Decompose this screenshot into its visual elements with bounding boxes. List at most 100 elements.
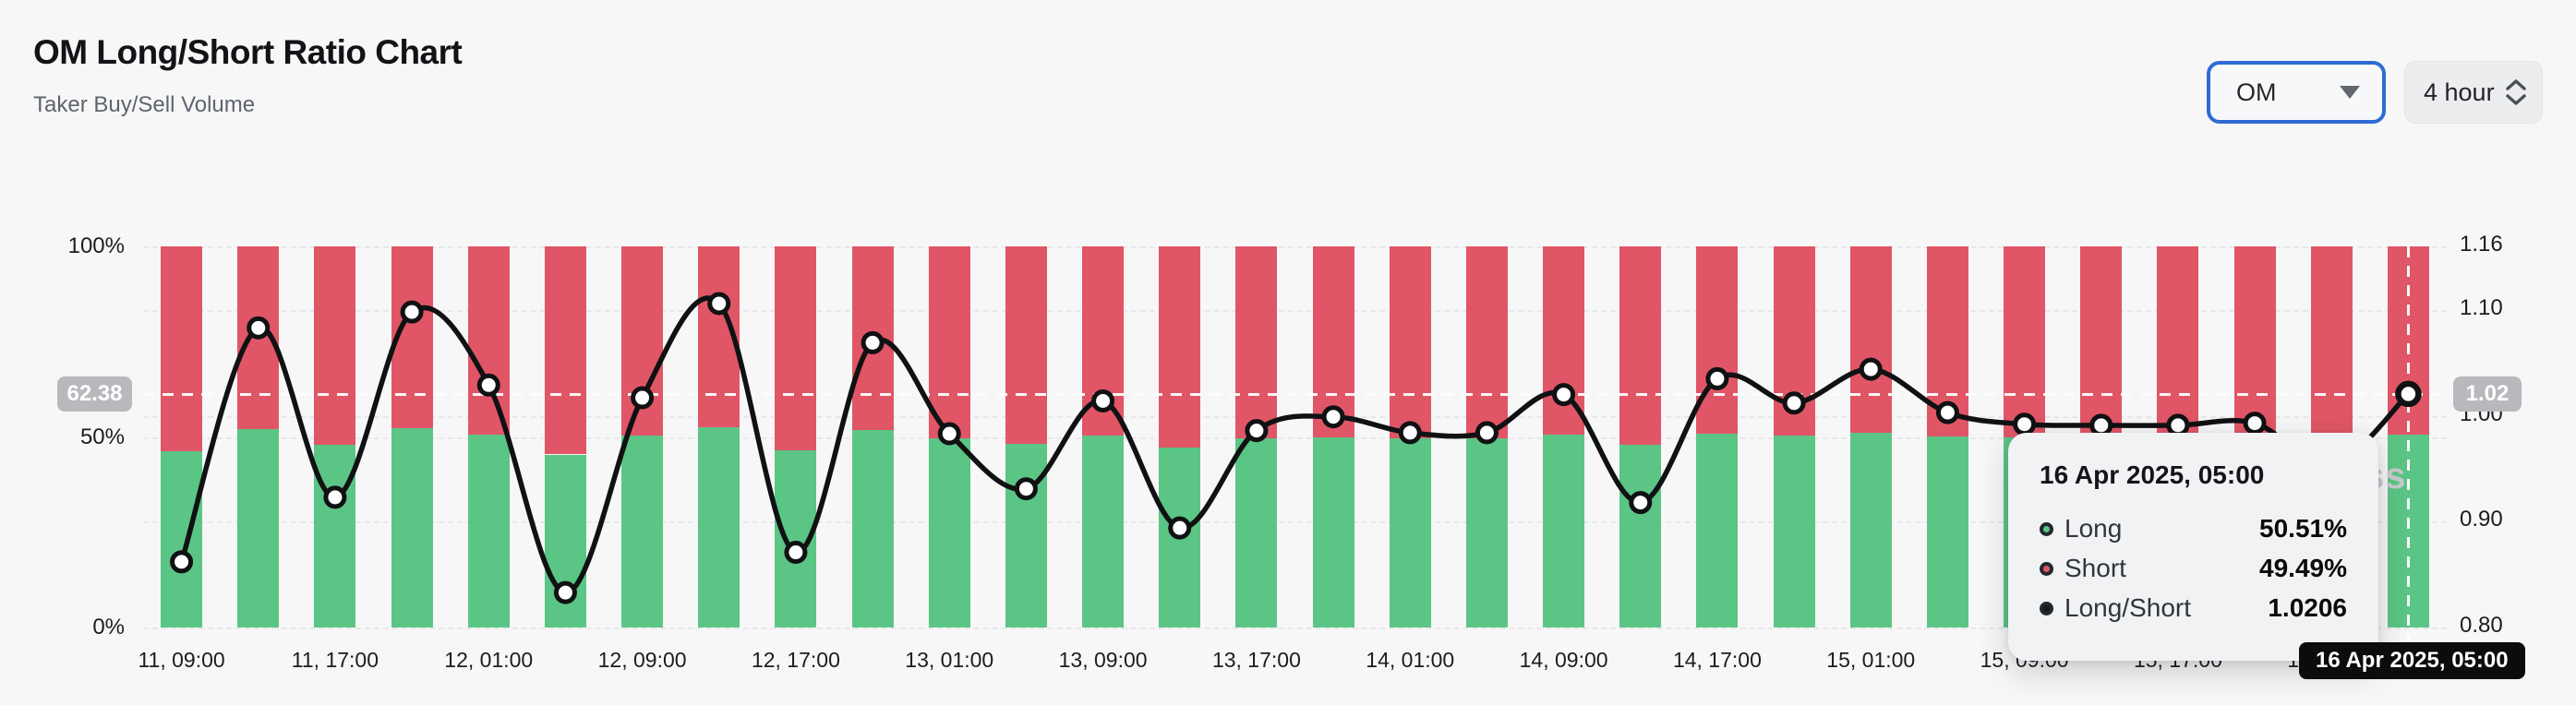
crosshair-left-axis-badge: 62.38 [57,376,132,412]
data-point-marker[interactable] [247,316,271,340]
long-bar-segment [1389,438,1431,627]
crosshair-horizontal-line-overlay [143,392,2447,396]
short-bar-segment [467,246,510,435]
taker-volume-bar[interactable] [161,246,203,627]
long-bar-segment [1465,438,1508,627]
data-point-marker[interactable] [631,386,655,410]
data-point-marker[interactable] [2013,412,2037,436]
taker-volume-bar[interactable] [1235,246,1278,627]
data-point-marker[interactable] [1475,421,1499,445]
x-axis-tick-label: 11, 09:00 [138,648,225,672]
data-point-marker[interactable] [1552,383,1576,407]
tooltip-date: 16 Apr 2025, 05:00 [2040,460,2265,489]
short-bar-segment [2310,246,2353,442]
x-axis-tick-label: 14, 01:00 [1366,648,1455,672]
taker-volume-bar[interactable] [698,246,740,627]
spinner-chevrons-icon[interactable] [2505,78,2527,106]
x-axis-tick-label: 13, 17:00 [1211,648,1301,672]
y-axis-right-tick-label: 1.16 [2460,232,2503,257]
taker-volume-bar[interactable] [1619,246,1662,627]
x-axis-tick-label: 12, 17:00 [751,648,840,672]
data-point-marker[interactable] [1782,391,1806,415]
data-point-marker[interactable] [1398,421,1422,445]
data-point-marker[interactable] [1168,516,1192,540]
taker-volume-bar[interactable] [1312,246,1354,627]
series-dot-icon [2040,521,2053,536]
short-bar-segment [2080,246,2123,438]
y-axis-right-tick-label: 0.80 [2460,613,2503,638]
short-bar-segment [544,246,586,455]
gridline [143,246,2447,248]
short-bar-segment [1235,246,1278,439]
taker-volume-bar[interactable] [1543,246,1585,627]
x-axis-tick-label: 12, 01:00 [444,648,534,672]
short-bar-segment [1005,246,1047,444]
short-bar-segment [1159,246,1201,448]
taker-volume-bar[interactable] [928,246,970,627]
data-point-marker[interactable] [1705,366,1729,390]
data-point-marker[interactable] [2243,412,2267,436]
tooltip-series-label: Long [2064,514,2123,543]
series-dot-icon [2040,601,2053,615]
taker-volume-bar[interactable] [544,246,586,627]
taker-volume-bar[interactable] [1696,246,1739,627]
hovered-data-point-marker[interactable] [2395,380,2422,408]
taker-volume-bar[interactable] [851,246,894,627]
data-point-marker[interactable] [476,373,500,397]
taker-volume-bar[interactable] [1389,246,1431,627]
chevron-down-icon [2340,86,2360,99]
short-bar-segment [1849,246,1892,433]
taker-volume-bar[interactable] [467,246,510,627]
tooltip-row: Long 50.51% [2040,514,2347,544]
data-point-marker[interactable] [1014,477,1038,501]
interval-select-value: 4 hour [2424,78,2495,106]
data-point-marker[interactable] [937,422,961,446]
taker-volume-bar[interactable] [1082,246,1125,627]
short-bar-segment [1465,246,1508,439]
long-bar-segment [391,428,433,627]
data-point-marker[interactable] [1091,388,1115,412]
data-point-marker[interactable] [707,292,731,316]
taker-volume-bar[interactable] [1005,246,1047,627]
data-point-marker[interactable] [2166,413,2190,437]
short-bar-segment [928,246,970,439]
long-bar-segment [1543,435,1585,627]
interval-select[interactable]: 4 hour [2404,61,2543,124]
taker-volume-bar[interactable] [1465,246,1508,627]
data-point-marker[interactable] [1245,419,1269,443]
crosshair-date-badge: 16 Apr 2025, 05:00 [2299,642,2525,679]
data-point-marker[interactable] [2089,413,2113,437]
taker-volume-bar[interactable] [775,246,817,627]
long-bar-segment [1849,432,1892,627]
x-axis-tick-label: 13, 09:00 [1058,648,1148,672]
x-axis-tick-label: 15, 01:00 [1826,648,1916,672]
long-bar-segment [161,450,203,627]
short-bar-segment [2004,246,2046,438]
short-bar-segment [2233,246,2276,438]
tooltip-row: Short 49.49% [2040,554,2347,583]
data-point-marker[interactable] [1629,491,1653,515]
data-point-marker[interactable] [170,550,194,574]
data-point-marker[interactable] [553,580,577,604]
data-point-marker[interactable] [400,300,424,324]
long-bar-segment [698,427,740,627]
data-point-marker[interactable] [323,485,347,509]
short-bar-segment [314,246,356,445]
taker-volume-bar[interactable] [314,246,356,627]
y-axis-left-tick-label: 0% [92,615,125,639]
symbol-select[interactable]: OM [2207,61,2386,124]
data-point-marker[interactable] [1859,357,1883,381]
data-point-marker[interactable] [1321,405,1345,429]
short-bar-segment [775,246,817,450]
data-point-marker[interactable] [1935,400,1959,424]
crosshair-right-axis-badge: 1.02 [2453,376,2522,412]
data-point-marker[interactable] [861,330,885,354]
data-point-marker[interactable] [784,541,808,565]
long-bar-segment [1235,438,1278,627]
short-bar-segment [1696,246,1739,434]
tooltip-series-label: Short [2064,554,2126,582]
series-dot-icon [2040,561,2053,576]
tooltip-row: Long/Short 1.0206 [2040,593,2347,623]
gridline [143,627,2447,629]
taker-volume-bar[interactable] [1849,246,1892,627]
